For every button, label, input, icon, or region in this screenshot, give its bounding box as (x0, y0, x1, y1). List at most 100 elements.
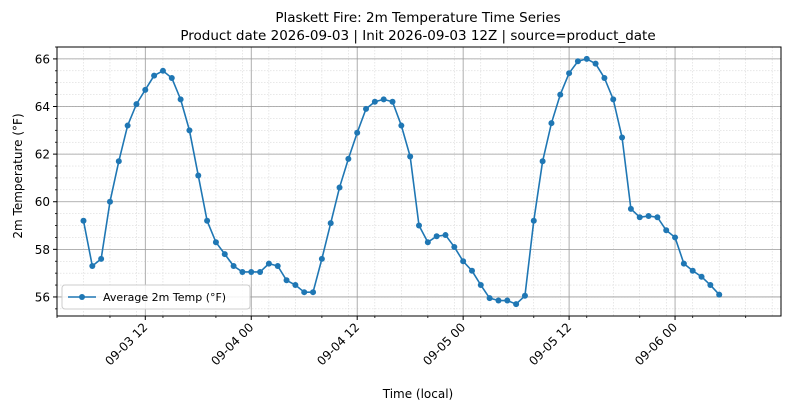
data-point (318, 255, 325, 262)
legend-box (61, 284, 251, 310)
data-point (292, 282, 299, 289)
data-point (283, 277, 290, 284)
data-point (486, 295, 493, 302)
data-point (151, 72, 158, 79)
data-point (89, 263, 96, 270)
x-axis-label: Time (local) (382, 387, 454, 401)
x-tick-label: 09-03 12 (102, 320, 150, 368)
data-point (707, 282, 714, 289)
data-point (398, 122, 405, 129)
y-tick-label: 64 (35, 100, 50, 114)
legend-label: Average 2m Temp (°F) (103, 291, 226, 304)
data-point (513, 301, 520, 308)
data-point (424, 239, 431, 246)
data-point (133, 101, 140, 108)
data-point (504, 297, 511, 304)
data-point (98, 255, 105, 262)
data-point (698, 273, 705, 280)
data-point (230, 263, 237, 270)
major-grid (57, 47, 781, 316)
data-point (257, 268, 264, 275)
data-point (495, 297, 502, 304)
data-point (468, 267, 475, 274)
data-point (460, 258, 467, 265)
plot-frame (56, 46, 782, 317)
data-point (610, 96, 617, 103)
data-point (159, 67, 166, 74)
data-point (601, 74, 608, 81)
x-tick-label: 09-04 12 (314, 320, 362, 368)
data-point (716, 291, 723, 298)
data-point (106, 198, 113, 205)
data-point (636, 214, 643, 221)
data-point (168, 74, 175, 81)
y-tick-label: 56 (35, 290, 50, 304)
data-point (645, 213, 652, 220)
data-point (327, 220, 334, 227)
data-point (124, 122, 131, 129)
data-point (345, 155, 352, 162)
data-point (583, 55, 590, 62)
data-point (371, 98, 378, 105)
y-axis-label: 2m Temperature (°F) (11, 113, 25, 238)
data-point (80, 217, 87, 224)
data-point (539, 158, 546, 165)
data-point (239, 268, 246, 275)
data-point (433, 233, 440, 240)
legend-marker-swatch (79, 294, 85, 300)
data-point (274, 263, 281, 270)
data-point (363, 105, 370, 112)
data-point (115, 158, 122, 165)
minor-grid (56, 46, 781, 316)
x-tick-label: 09-04 00 (208, 320, 256, 368)
data-point (557, 91, 564, 98)
data-point (530, 217, 537, 224)
data-point (407, 153, 414, 160)
data-point (301, 289, 308, 296)
data-point (689, 267, 696, 274)
y-tick-label: 62 (35, 148, 50, 162)
data-point (451, 243, 458, 250)
x-tick-label: 09-05 00 (420, 320, 468, 368)
data-point (204, 217, 211, 224)
series-layer (80, 55, 723, 308)
data-point (142, 86, 149, 93)
x-tick-label: 09-05 12 (526, 320, 574, 368)
data-point (248, 268, 255, 275)
data-point (663, 227, 670, 234)
y-tick-label: 60 (35, 195, 50, 209)
data-point (186, 127, 193, 134)
data-point (680, 260, 687, 267)
data-point (416, 222, 422, 229)
data-point (212, 239, 219, 246)
data-point (619, 134, 626, 141)
data-point (380, 96, 387, 103)
data-point (566, 70, 573, 77)
legend: Average 2m Temp (°F) (61, 284, 251, 310)
data-point (221, 251, 228, 258)
y-tick-label: 66 (35, 52, 50, 66)
data-point (310, 289, 317, 296)
data-point (195, 172, 202, 179)
data-point (477, 282, 484, 289)
data-point (654, 214, 661, 221)
x-axis-ticks: 09-03 12 09-04 00 09-04 12 09-05 00 09-05 12… (56, 316, 747, 368)
y-axis-ticks: 56 58 60 62 64 66 (35, 46, 57, 310)
chart-title: Plaskett Fire: 2m Temperature Time Serie… (275, 10, 560, 26)
data-point (389, 98, 396, 105)
data-point (442, 232, 449, 239)
y-tick-label: 58 (35, 243, 50, 257)
data-point (336, 184, 343, 191)
data-point (521, 292, 528, 299)
data-point (574, 58, 581, 65)
data-point (672, 234, 679, 241)
data-point (627, 205, 634, 212)
data-point (177, 96, 184, 103)
data-point (354, 129, 361, 136)
data-point (265, 260, 272, 267)
chart-subtitle: Product date 2026-09-03 | Init 2026-09-0… (180, 28, 655, 44)
data-point (548, 120, 555, 127)
data-point (592, 60, 599, 67)
x-tick-label: 09-06 00 (632, 320, 680, 368)
